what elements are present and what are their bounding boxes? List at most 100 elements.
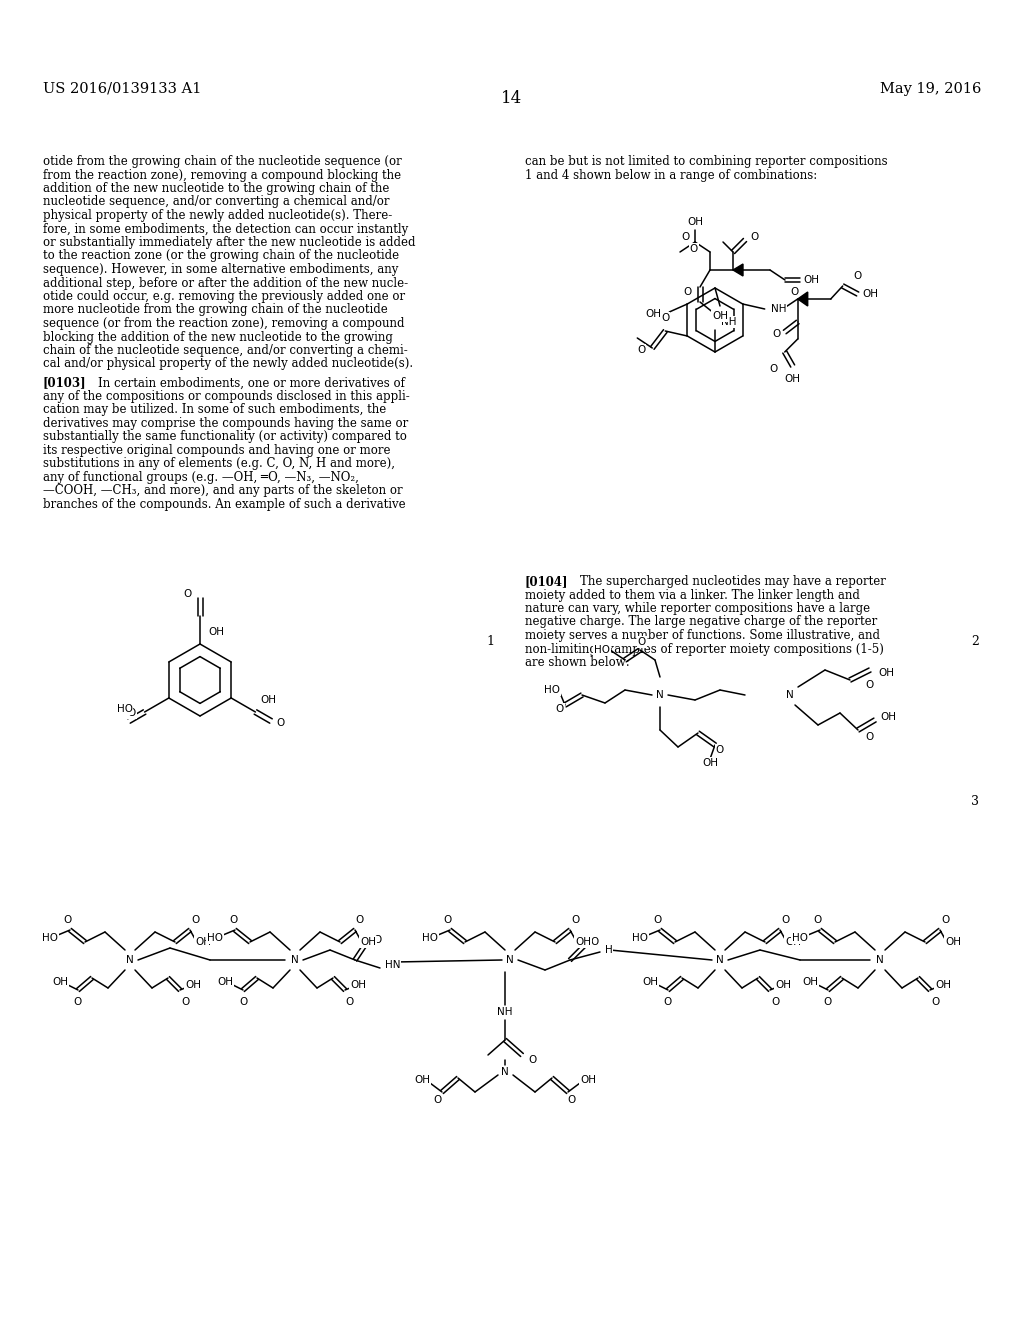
- Polygon shape: [798, 292, 808, 306]
- Text: OH: OH: [862, 289, 879, 300]
- Text: nucleotide sequence, and/or converting a chemical and/or: nucleotide sequence, and/or converting a…: [43, 195, 389, 209]
- Text: N: N: [656, 690, 664, 700]
- Text: O: O: [181, 997, 189, 1007]
- Text: NH: NH: [771, 304, 786, 314]
- Text: HO: HO: [544, 685, 560, 696]
- Text: substantially the same functionality (or activity) compared to: substantially the same functionality (or…: [43, 430, 407, 444]
- Text: addition of the new nucleotide to the growing chain of the: addition of the new nucleotide to the gr…: [43, 182, 389, 195]
- Text: sequence (or from the reaction zone), removing a compound: sequence (or from the reaction zone), re…: [43, 317, 404, 330]
- Text: OH: OH: [785, 937, 801, 946]
- Text: O: O: [790, 286, 799, 297]
- Text: O: O: [239, 997, 247, 1007]
- Text: OH: OH: [945, 937, 961, 946]
- Text: HO: HO: [117, 704, 132, 714]
- Text: N: N: [877, 954, 884, 965]
- Text: OH: OH: [687, 216, 703, 227]
- Text: OH: OH: [360, 937, 376, 946]
- Text: HO: HO: [422, 933, 438, 942]
- Text: OH: OH: [580, 1074, 596, 1085]
- Text: O: O: [434, 1096, 442, 1105]
- Text: N: N: [126, 954, 134, 965]
- Text: NH: NH: [721, 317, 736, 327]
- Text: O: O: [638, 638, 646, 647]
- Text: OH: OH: [260, 696, 276, 705]
- Text: O: O: [568, 1096, 577, 1105]
- Text: cal and/or physical property of the newly added nucleotide(s).: cal and/or physical property of the newl…: [43, 358, 413, 371]
- Text: OH: OH: [575, 937, 591, 946]
- Text: O: O: [556, 704, 564, 714]
- Text: OH: OH: [350, 979, 366, 990]
- Text: HN: HN: [385, 960, 400, 970]
- Text: O: O: [528, 1055, 537, 1065]
- Text: N: N: [506, 954, 514, 965]
- Text: O: O: [346, 997, 354, 1007]
- Text: from the reaction zone), removing a compound blocking the: from the reaction zone), removing a comp…: [43, 169, 401, 181]
- Text: OH: OH: [642, 977, 658, 987]
- Text: any of functional groups (e.g. —OH, ═O, —N₃, —NO₂,: any of functional groups (e.g. —OH, ═O, …: [43, 471, 358, 484]
- Text: HO: HO: [594, 645, 610, 655]
- Text: HO: HO: [42, 933, 58, 942]
- Text: O: O: [443, 915, 453, 925]
- Text: N: N: [501, 1067, 509, 1077]
- Text: any of the compositions or compounds disclosed in this appli-: any of the compositions or compounds dis…: [43, 389, 410, 403]
- Text: O: O: [769, 364, 777, 374]
- Text: OH: OH: [784, 374, 801, 384]
- Text: OH: OH: [217, 977, 233, 987]
- Text: O: O: [637, 345, 645, 355]
- Text: O: O: [183, 589, 193, 599]
- Text: O: O: [690, 244, 698, 253]
- Text: The supercharged nucleotides may have a reporter: The supercharged nucleotides may have a …: [565, 576, 886, 587]
- Text: NH: NH: [498, 1007, 513, 1016]
- Text: OH: OH: [935, 979, 951, 990]
- Text: OH: OH: [185, 979, 201, 990]
- Text: O: O: [128, 708, 136, 718]
- Text: May 19, 2016: May 19, 2016: [880, 82, 981, 96]
- Text: blocking the addition of the new nucleotide to the growing: blocking the addition of the new nucleot…: [43, 330, 393, 343]
- Text: 1 and 4 shown below in a range of combinations:: 1 and 4 shown below in a range of combin…: [525, 169, 817, 181]
- Text: HO: HO: [792, 933, 808, 942]
- Text: O: O: [74, 997, 82, 1007]
- Text: OH: OH: [702, 758, 718, 768]
- Text: nature can vary, while reporter compositions have a large: nature can vary, while reporter composit…: [525, 602, 870, 615]
- Text: sequence). However, in some alternative embodiments, any: sequence). However, in some alternative …: [43, 263, 398, 276]
- Text: OH: OH: [645, 309, 662, 319]
- Text: O: O: [654, 915, 663, 925]
- Text: 3: 3: [971, 795, 979, 808]
- Text: moiety added to them via a linker. The linker length and: moiety added to them via a linker. The l…: [525, 589, 860, 602]
- Text: more nucleotide from the growing chain of the nucleotide: more nucleotide from the growing chain o…: [43, 304, 388, 317]
- Text: N: N: [716, 954, 724, 965]
- Text: O: O: [931, 997, 939, 1007]
- Text: OH: OH: [775, 979, 791, 990]
- Text: O: O: [229, 915, 238, 925]
- Text: O: O: [276, 718, 285, 729]
- Text: O: O: [570, 915, 580, 925]
- Text: O: O: [854, 271, 862, 281]
- Text: O: O: [356, 915, 365, 925]
- Text: O: O: [590, 937, 598, 946]
- Text: [0104]: [0104]: [525, 576, 568, 587]
- Text: OH: OH: [195, 937, 211, 946]
- Text: O: O: [63, 915, 72, 925]
- Text: O: O: [866, 733, 874, 742]
- Text: OH: OH: [414, 1074, 430, 1085]
- Text: OH: OH: [52, 977, 68, 987]
- Text: otide could occur, e.g. removing the previously added one or: otide could occur, e.g. removing the pre…: [43, 290, 406, 304]
- Text: O: O: [373, 935, 381, 945]
- Text: O: O: [662, 313, 670, 323]
- Text: O: O: [716, 744, 724, 755]
- Text: O: O: [814, 915, 822, 925]
- Text: 14: 14: [502, 90, 522, 107]
- Text: O: O: [866, 680, 874, 690]
- Text: cation may be utilized. In some of such embodiments, the: cation may be utilized. In some of such …: [43, 404, 386, 416]
- Text: N: N: [291, 954, 299, 965]
- Text: to the reaction zone (or the growing chain of the nucleotide: to the reaction zone (or the growing cha…: [43, 249, 399, 263]
- Text: physical property of the newly added nucleotide(s). There-: physical property of the newly added nuc…: [43, 209, 392, 222]
- Polygon shape: [733, 264, 743, 276]
- Text: negative charge. The large negative charge of the reporter: negative charge. The large negative char…: [525, 615, 878, 628]
- Text: US 2016/0139133 A1: US 2016/0139133 A1: [43, 82, 202, 96]
- Text: OH: OH: [878, 668, 894, 678]
- Text: —COOH, —CH₃, and more), and any parts of the skeleton or: —COOH, —CH₃, and more), and any parts of…: [43, 484, 402, 498]
- Text: non-limiting examples of reporter moiety compositions (1-5): non-limiting examples of reporter moiety…: [525, 643, 884, 656]
- Text: O: O: [682, 232, 690, 242]
- Text: O: O: [684, 286, 692, 297]
